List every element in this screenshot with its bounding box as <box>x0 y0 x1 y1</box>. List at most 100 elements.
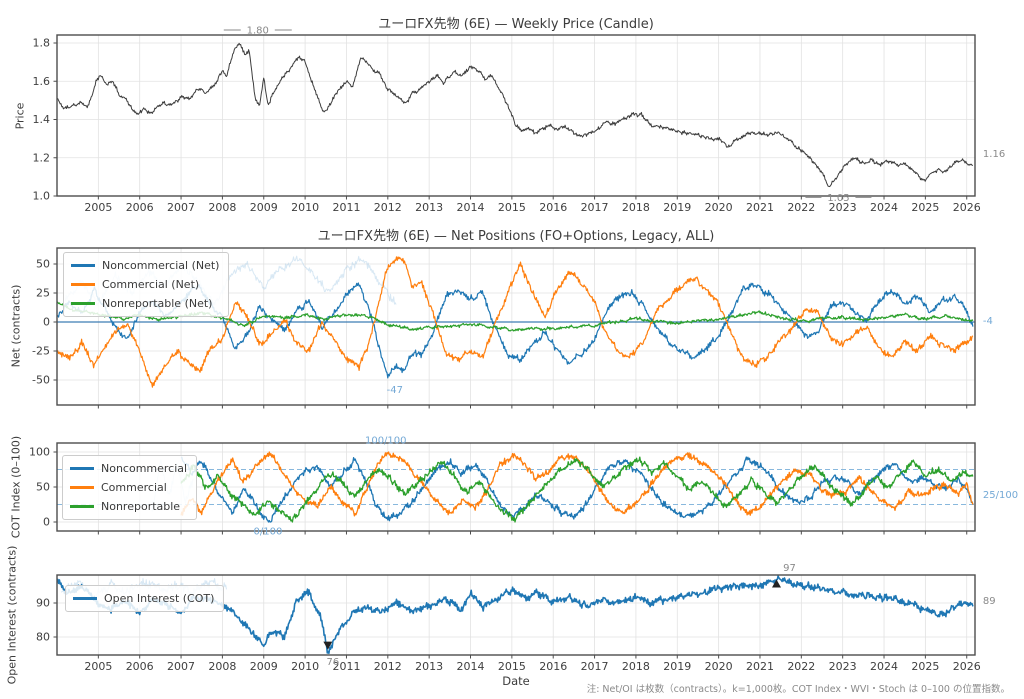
y-tick-label: 1.2 <box>33 151 51 164</box>
y-tick-label: 50 <box>36 258 50 271</box>
x-tick-label: 2006 <box>126 660 154 673</box>
annotation-label: 0/100 <box>254 527 283 538</box>
legend-line-swatch <box>71 264 95 267</box>
y-tick-label: 1.4 <box>33 113 51 126</box>
x-tick-label: 2009 <box>250 201 278 214</box>
y-tick-label: 1.6 <box>33 75 51 88</box>
x-tick-label: 2018 <box>622 201 650 214</box>
legend-item: Noncommercial (Net) <box>71 256 219 275</box>
annotation-label: 100/100 <box>365 436 407 447</box>
legend-label: Nonreportable (Net) <box>102 297 213 310</box>
y-tick-label: 0 <box>43 316 50 329</box>
x-tick-label: 2023 <box>829 660 857 673</box>
legend-panel-2: Noncommercial Commercial Nonreportable <box>62 455 198 520</box>
y-tick-label: -25 <box>32 345 50 358</box>
x-tick-label: 2021 <box>746 660 774 673</box>
legend-label: Commercial <box>101 481 167 494</box>
annotation-label: -47 <box>387 385 403 396</box>
y-tick-label: 50 <box>36 481 50 494</box>
plot-border <box>56 247 976 406</box>
annotation-label: 97 <box>783 563 796 574</box>
x-tick-label: 2015 <box>498 201 526 214</box>
x-tick-label: 2011 <box>332 201 360 214</box>
x-tick-label: 2010 <box>291 201 319 214</box>
x-tick-label: 2026 <box>953 660 981 673</box>
x-tick-label: 2016 <box>539 660 567 673</box>
y-tick-label: 100 <box>29 446 50 459</box>
series-line-price <box>57 42 973 188</box>
legend-line-swatch <box>71 302 95 305</box>
x-tick-label: 2023 <box>829 201 857 214</box>
open-interest-y-axis-label: Open Interest (contracts) <box>5 545 19 685</box>
x-tick-label: 2014 <box>457 660 485 673</box>
x-tick-label: 2024 <box>870 201 898 214</box>
y-tick-label: -50 <box>32 374 50 387</box>
legend-label: Nonreportable <box>101 500 181 513</box>
legend-line-swatch <box>70 505 94 508</box>
x-tick-label: 2015 <box>498 660 526 673</box>
x-tick-label: 2016 <box>539 201 567 214</box>
legend-item: Commercial (Net) <box>71 275 219 294</box>
x-tick-label: 2005 <box>84 660 112 673</box>
series-line-commercial_idx <box>180 451 974 517</box>
series-line-nonreportable_idx <box>180 456 974 523</box>
annotation-label: 25/100 <box>983 490 1018 501</box>
x-tick-label: 2017 <box>581 660 609 673</box>
legend-line-swatch <box>71 283 95 286</box>
cot-index-y-axis-label: COT Index (0–100) <box>9 435 23 539</box>
x-tick-label: 2020 <box>705 660 733 673</box>
x-tick-label: 2025 <box>911 660 939 673</box>
x-tick-label: 2013 <box>415 201 443 214</box>
series-line-commercial_net <box>57 256 974 388</box>
legend-panel-3: Open Interest (COT) <box>65 585 225 612</box>
x-tick-label: 2017 <box>581 201 609 214</box>
x-tick-label: 2009 <box>250 660 278 673</box>
x-axis-label: Date <box>502 674 530 688</box>
x-tick-label: 2007 <box>167 201 195 214</box>
legend-label: Open Interest (COT) <box>104 592 215 605</box>
price-panel-title: ユーロFX先物 (6E) — Weekly Price (Candle) <box>378 17 654 32</box>
x-tick-label: 2006 <box>126 201 154 214</box>
legend-label: Noncommercial <box>101 462 188 475</box>
legend-label: Commercial (Net) <box>102 278 200 291</box>
legend-item: Open Interest (COT) <box>73 589 214 608</box>
x-tick-label: 2022 <box>787 660 815 673</box>
footnote: 注: Net/OI は枚数（contracts）。k=1,000枚。COT In… <box>586 684 1010 695</box>
price-y-axis-label: Price <box>13 102 27 130</box>
down-triangle-marker <box>323 641 333 650</box>
y-tick-label: 1.0 <box>33 190 51 203</box>
x-tick-label: 2022 <box>787 201 815 214</box>
x-tick-label: 2011 <box>332 660 360 673</box>
net-y-axis-label: Net (contracts) <box>9 284 23 368</box>
annotation-label: 1.80 <box>247 26 269 37</box>
annotation-label: 1.16 <box>983 149 1005 160</box>
legend-line-swatch <box>70 467 94 470</box>
legend-label: Noncommercial (Net) <box>102 259 220 272</box>
y-tick-label: 25 <box>36 287 50 300</box>
legend-line-swatch <box>73 597 97 600</box>
up-triangle-marker <box>772 579 782 588</box>
legend-panel-1: Noncommercial (Net) Commercial (Net) Nonre… <box>63 252 230 317</box>
series-line-noncommercial_idx <box>180 456 974 523</box>
annotation-label: 89 <box>983 596 996 607</box>
x-tick-label: 2013 <box>415 660 443 673</box>
x-tick-label: 2020 <box>705 201 733 214</box>
legend-item: Commercial <box>70 478 187 497</box>
y-tick-label: 0 <box>43 516 50 529</box>
plot-border <box>56 34 976 197</box>
y-tick-label: 1.8 <box>33 37 51 50</box>
x-tick-label: 2018 <box>622 660 650 673</box>
y-tick-label: 80 <box>36 631 50 644</box>
x-tick-label: 2024 <box>870 660 898 673</box>
x-tick-label: 2008 <box>208 660 236 673</box>
annotation-label: -4 <box>983 316 993 327</box>
x-tick-label: 2014 <box>457 201 485 214</box>
x-tick-label: 2026 <box>953 201 981 214</box>
x-tick-label: 2021 <box>746 201 774 214</box>
x-tick-label: 2019 <box>663 660 691 673</box>
legend-item: Nonreportable (Net) <box>71 294 219 313</box>
x-tick-label: 2012 <box>374 660 402 673</box>
x-tick-label: 2019 <box>663 201 691 214</box>
x-tick-label: 2005 <box>84 201 112 214</box>
